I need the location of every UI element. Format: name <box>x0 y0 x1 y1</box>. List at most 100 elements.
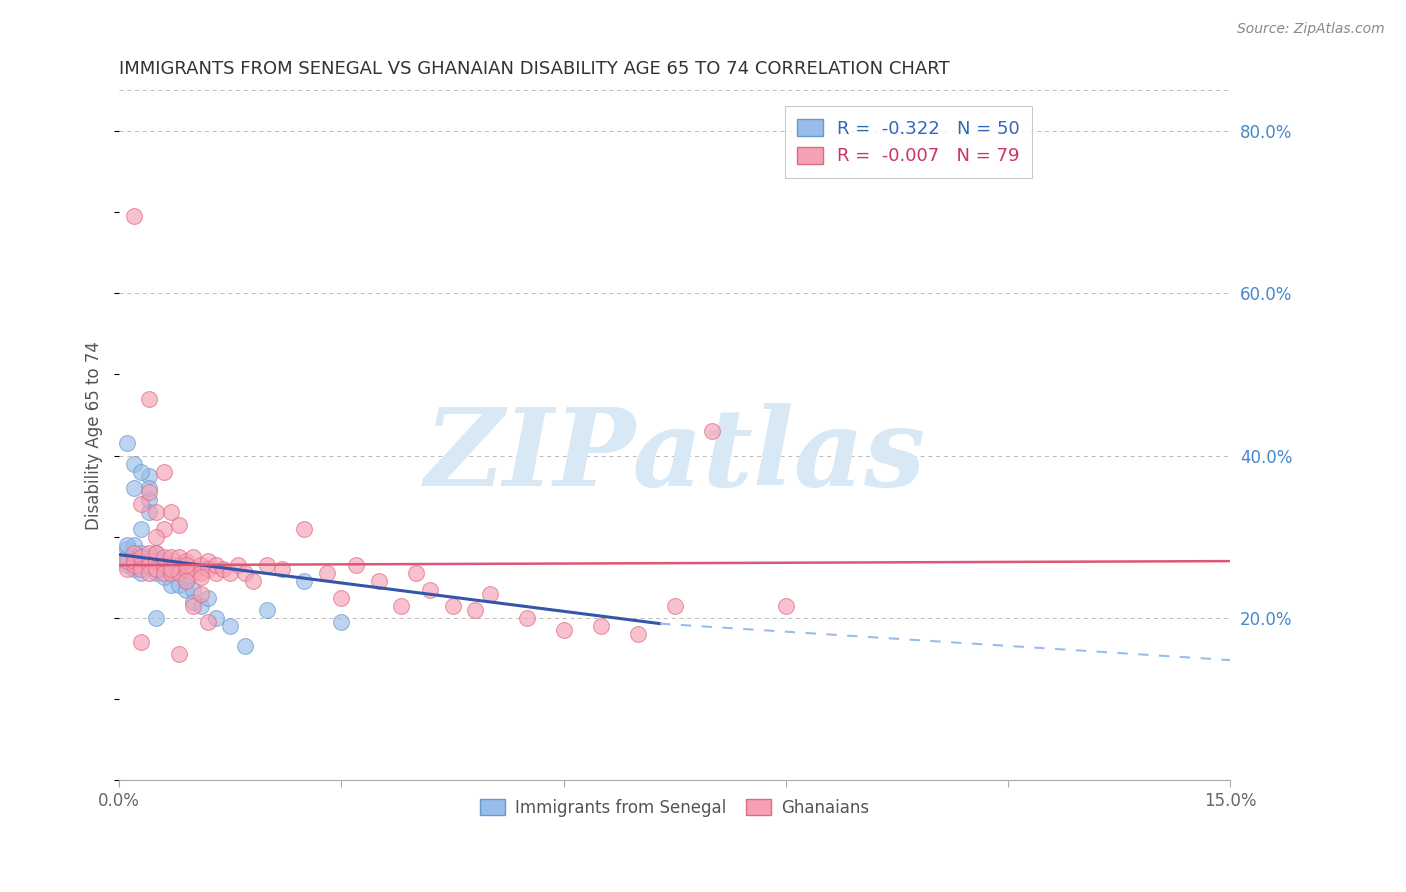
Point <box>256 558 278 573</box>
Point <box>145 505 167 519</box>
Point <box>145 611 167 625</box>
Point <box>152 558 174 573</box>
Point <box>478 586 501 600</box>
Point <box>190 558 212 573</box>
Point <box>145 562 167 576</box>
Point <box>197 562 219 576</box>
Point <box>122 546 145 560</box>
Point <box>197 591 219 605</box>
Point <box>405 566 427 581</box>
Point <box>160 578 183 592</box>
Point <box>122 538 145 552</box>
Point <box>330 591 353 605</box>
Point <box>138 505 160 519</box>
Point <box>256 603 278 617</box>
Point <box>167 550 190 565</box>
Point <box>183 595 205 609</box>
Point <box>145 546 167 560</box>
Point <box>138 554 160 568</box>
Point <box>138 392 160 406</box>
Point <box>115 538 138 552</box>
Point <box>160 505 183 519</box>
Point <box>138 566 160 581</box>
Point <box>174 554 197 568</box>
Point <box>219 566 242 581</box>
Point <box>152 558 174 573</box>
Point <box>138 493 160 508</box>
Point <box>145 546 167 560</box>
Point <box>464 603 486 617</box>
Point <box>131 562 153 576</box>
Point <box>152 570 174 584</box>
Point <box>419 582 441 597</box>
Point <box>115 541 138 556</box>
Point <box>131 566 153 581</box>
Point <box>174 582 197 597</box>
Point <box>131 550 153 565</box>
Point <box>167 517 190 532</box>
Point <box>174 574 197 589</box>
Point <box>183 562 205 576</box>
Point <box>145 566 167 581</box>
Point <box>627 627 650 641</box>
Point <box>330 615 353 629</box>
Point <box>145 554 167 568</box>
Point <box>131 550 153 565</box>
Point <box>115 554 138 568</box>
Point <box>131 554 153 568</box>
Point <box>190 570 212 584</box>
Point <box>131 558 153 573</box>
Point <box>122 481 145 495</box>
Point <box>145 562 167 576</box>
Point <box>204 611 226 625</box>
Point <box>160 562 183 576</box>
Point <box>131 465 153 479</box>
Point <box>131 497 153 511</box>
Point <box>589 619 612 633</box>
Legend: Immigrants from Senegal, Ghanaians: Immigrants from Senegal, Ghanaians <box>474 792 876 823</box>
Point <box>174 558 197 573</box>
Point <box>174 574 197 589</box>
Point <box>122 562 145 576</box>
Point <box>183 566 205 581</box>
Point <box>553 623 575 637</box>
Point <box>664 599 686 613</box>
Point <box>167 566 190 581</box>
Point <box>294 574 316 589</box>
Point <box>219 619 242 633</box>
Point <box>131 558 153 573</box>
Point <box>122 554 145 568</box>
Point <box>160 566 183 581</box>
Point <box>115 558 138 573</box>
Point <box>160 550 183 565</box>
Point <box>160 562 183 576</box>
Text: Source: ZipAtlas.com: Source: ZipAtlas.com <box>1237 22 1385 37</box>
Point <box>138 554 160 568</box>
Point <box>233 640 256 654</box>
Point <box>315 566 337 581</box>
Point <box>197 554 219 568</box>
Point <box>167 558 190 573</box>
Point <box>190 566 212 581</box>
Point <box>183 550 205 565</box>
Point <box>138 485 160 500</box>
Point <box>152 554 174 568</box>
Point <box>167 566 190 581</box>
Point <box>204 558 226 573</box>
Point <box>122 554 145 568</box>
Point <box>160 558 183 573</box>
Point <box>167 578 190 592</box>
Point <box>174 562 197 576</box>
Point <box>226 558 249 573</box>
Point <box>115 562 138 576</box>
Point <box>233 566 256 581</box>
Point <box>152 550 174 565</box>
Point <box>190 586 212 600</box>
Point <box>131 546 153 560</box>
Point <box>131 522 153 536</box>
Point <box>775 599 797 613</box>
Point <box>204 566 226 581</box>
Point <box>183 599 205 613</box>
Y-axis label: Disability Age 65 to 74: Disability Age 65 to 74 <box>86 341 103 530</box>
Point <box>294 522 316 536</box>
